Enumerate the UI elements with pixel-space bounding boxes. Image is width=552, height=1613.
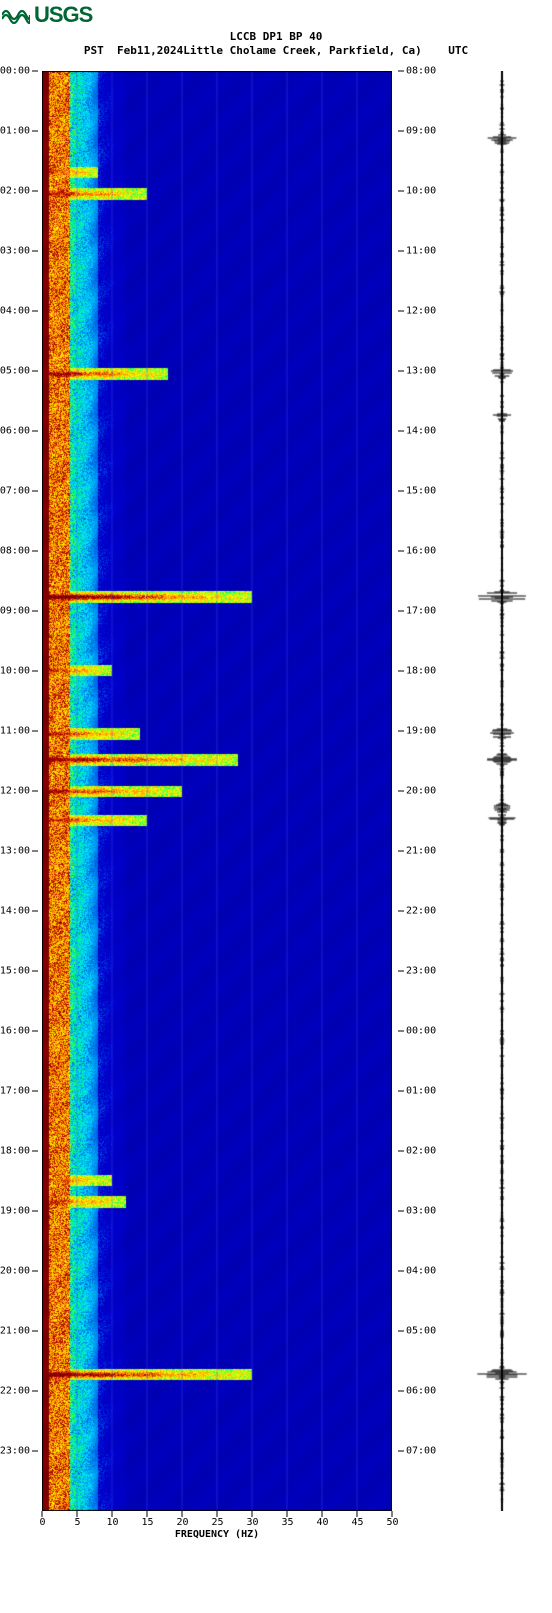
chart-area: 00:00 01:00 02:00 03:00 04:00 05:00 06:00 07:00… <box>0 61 552 1561</box>
y-tick-right: 09:00 <box>398 126 436 137</box>
y-axis-right: 08:0009:0010:0011:0012:0013:0014:0015:00… <box>396 71 446 1511</box>
x-axis: 0 5 10 15 20 25 30 35 40 45 50 FREQUENCY (HZ) <box>42 1511 392 1541</box>
y-tick-left: 17:00 <box>0 1086 38 1097</box>
y-tick-right: 01:00 <box>398 1086 436 1097</box>
y-tick-right: 15:00 <box>398 486 436 497</box>
y-tick-right: 22:00 <box>398 906 436 917</box>
x-tick: 40 <box>322 1511 323 1517</box>
y-tick-left: 22:00 <box>0 1386 38 1397</box>
y-tick-right: 17:00 <box>398 606 436 617</box>
y-tick-left: 05:00 <box>0 366 38 377</box>
y-tick-left: 04:00 <box>0 306 38 317</box>
y-tick-right: 07:00 <box>398 1446 436 1457</box>
x-tick: 25 <box>217 1511 218 1517</box>
y-tick-left: 12:00 <box>0 786 38 797</box>
y-tick-right: 11:00 <box>398 246 436 257</box>
x-tick: 5 <box>77 1511 78 1517</box>
y-tick-right: 10:00 <box>398 186 436 197</box>
y-tick-left: 03:00 <box>0 246 38 257</box>
tz-right: UTC <box>448 44 468 57</box>
y-tick-right: 20:00 <box>398 786 436 797</box>
x-tick: 50 <box>392 1511 393 1517</box>
y-tick-right: 14:00 <box>398 426 436 437</box>
spectrogram-panel <box>42 71 392 1511</box>
y-tick-left: 23:00 <box>0 1446 38 1457</box>
x-axis-label: FREQUENCY (HZ) <box>42 1529 392 1540</box>
y-tick-left: 10:00 <box>0 666 38 677</box>
y-tick-right: 03:00 <box>398 1206 436 1217</box>
y-tick-right: 05:00 <box>398 1326 436 1337</box>
x-tick: 0 <box>42 1511 43 1517</box>
y-tick-left: 09:00 <box>0 606 38 617</box>
y-tick-right: 06:00 <box>398 1386 436 1397</box>
y-tick-left: 02:00 <box>0 186 38 197</box>
x-tick: 15 <box>147 1511 148 1517</box>
y-tick-right: 08:00 <box>398 66 436 77</box>
y-tick-left: 01:00 <box>0 126 38 137</box>
y-tick-left: 15:00 <box>0 966 38 977</box>
y-tick-right: 13:00 <box>398 366 436 377</box>
x-tick: 20 <box>182 1511 183 1517</box>
logo-wave-icon <box>2 5 30 25</box>
y-tick-left: 13:00 <box>0 846 38 857</box>
chart-location: Little Cholame Creek, Parkfield, Ca) <box>183 44 421 57</box>
x-tick: 45 <box>357 1511 358 1517</box>
chart-date: Feb11,2024 <box>117 44 183 57</box>
y-tick-left: 19:00 <box>0 1206 38 1217</box>
y-tick-right: 02:00 <box>398 1146 436 1157</box>
y-tick-left: 18:00 <box>0 1146 38 1157</box>
y-tick-right: 00:00 <box>398 1026 436 1037</box>
y-tick-left: 21:00 <box>0 1326 38 1337</box>
chart-header: LCCB DP1 BP 40 PST Feb11,2024Little Chol… <box>0 30 552 57</box>
y-tick-left: 00:00 <box>0 66 38 77</box>
y-axis-left: 00:0001:0002:0003:0004:0005:0006:0007:00… <box>0 71 40 1511</box>
y-tick-left: 11:00 <box>0 726 38 737</box>
y-tick-left: 20:00 <box>0 1266 38 1277</box>
y-tick-left: 06:00 <box>0 426 38 437</box>
y-tick-right: 04:00 <box>398 1266 436 1277</box>
chart-title: LCCB DP1 BP 40 <box>0 30 552 44</box>
y-tick-right: 12:00 <box>398 306 436 317</box>
usgs-logo: USGS <box>0 0 552 28</box>
tz-left: PST <box>84 44 104 57</box>
logo-text: USGS <box>34 2 92 28</box>
y-tick-right: 21:00 <box>398 846 436 857</box>
y-tick-right: 23:00 <box>398 966 436 977</box>
y-tick-left: 14:00 <box>0 906 38 917</box>
y-tick-left: 16:00 <box>0 1026 38 1037</box>
x-tick: 30 <box>252 1511 253 1517</box>
y-tick-left: 08:00 <box>0 546 38 557</box>
seismogram-panel <box>464 71 540 1511</box>
x-tick: 10 <box>112 1511 113 1517</box>
y-tick-right: 18:00 <box>398 666 436 677</box>
x-tick: 35 <box>287 1511 288 1517</box>
y-tick-left: 07:00 <box>0 486 38 497</box>
y-tick-right: 16:00 <box>398 546 436 557</box>
y-tick-right: 19:00 <box>398 726 436 737</box>
